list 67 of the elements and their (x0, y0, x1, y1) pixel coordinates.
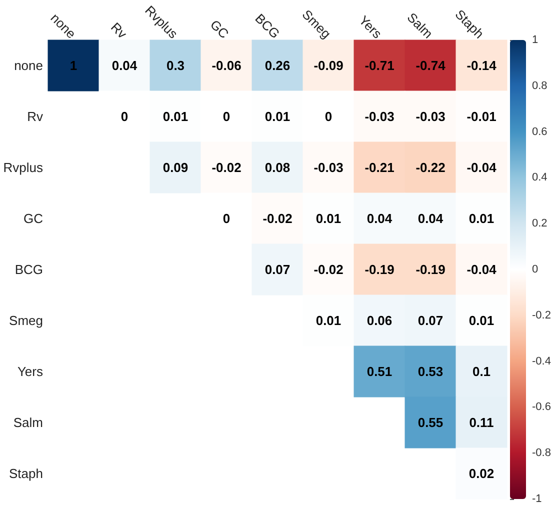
data-label: -0.03 (416, 109, 446, 124)
data-label: 0 (222, 211, 230, 226)
color-bar-label: 0.8 (532, 80, 548, 92)
data-label: -0.04 (466, 160, 498, 175)
color-bar-label: 0.6 (532, 126, 548, 138)
data-label: 0.09 (162, 160, 188, 175)
data-label: -0.02 (262, 211, 292, 226)
y-tick-label: Rvplus (3, 160, 44, 175)
data-label: 0.04 (418, 211, 444, 226)
y-tick-label: Yers (17, 364, 44, 379)
y-tick-label: none (14, 58, 43, 73)
data-label: 0.07 (418, 313, 444, 328)
color-bar-label: -0.4 (532, 355, 551, 368)
data-label: -0.19 (416, 262, 446, 277)
data-label: -0.06 (212, 58, 242, 73)
x-tick-label: GC (207, 16, 232, 42)
x-tick-label: Rv (108, 19, 130, 42)
color-bar-label: 0.4 (532, 172, 548, 184)
color-bar-label: -1 (532, 493, 542, 505)
data-label: 0.04 (112, 58, 138, 73)
data-label: 0.04 (366, 211, 393, 226)
data-label: 0 (120, 109, 128, 124)
data-label: 0 (222, 109, 230, 124)
data-label: -0.02 (212, 160, 242, 175)
data-label: -0.19 (364, 262, 394, 277)
data-label: -0.03 (314, 160, 344, 175)
data-label: 0 (324, 109, 332, 124)
data-label: 0.26 (264, 58, 290, 73)
data-label: 0.55 (418, 415, 444, 430)
data-label: 1 (70, 58, 78, 73)
data-label: -0.71 (364, 58, 394, 73)
data-label: 0.08 (264, 160, 290, 175)
data-label: 0.51 (366, 364, 392, 379)
y-tick-label: BCG (14, 262, 43, 277)
y-tick-label: Staph (9, 466, 43, 481)
data-label: 0.01 (468, 211, 494, 226)
data-label: 0.01 (264, 109, 290, 124)
data-label: 0.11 (469, 415, 494, 430)
data-label: -0.22 (416, 160, 446, 175)
data-label: -0.21 (364, 160, 394, 175)
data-label: 0.01 (316, 313, 342, 328)
y-tick-label: Smeg (9, 313, 43, 328)
data-label: 0.01 (316, 211, 342, 226)
y-tick-label: GC (24, 211, 43, 226)
data-label: -0.02 (314, 262, 344, 277)
color-bar-label: 1 (532, 34, 538, 46)
data-label: 0.1 (472, 364, 491, 379)
color-bar-label: 0 (532, 264, 538, 276)
color-bar-label: -0.8 (532, 447, 551, 460)
color-bar-label: 0.2 (532, 218, 548, 230)
y-tick-label: Rv (27, 109, 44, 124)
color-bar-label: -0.2 (532, 309, 551, 322)
data-label: -0.03 (364, 109, 394, 124)
data-label: 0.3 (166, 58, 185, 73)
data-label: 0.53 (418, 364, 444, 379)
data-label: -0.74 (416, 58, 446, 73)
data-label: -0.09 (314, 58, 344, 73)
color-bar-label: -0.6 (532, 401, 551, 414)
data-label: 0.06 (366, 313, 392, 328)
data-label: -0.14 (466, 58, 498, 73)
data-label: 0.01 (162, 109, 188, 124)
data-label: 0.01 (468, 313, 494, 328)
data-label: 0.02 (468, 466, 494, 481)
y-tick-label: Salm (13, 415, 43, 430)
data-label: -0.04 (466, 262, 498, 277)
data-label: 0.07 (264, 262, 290, 277)
data-label: -0.01 (466, 109, 496, 124)
